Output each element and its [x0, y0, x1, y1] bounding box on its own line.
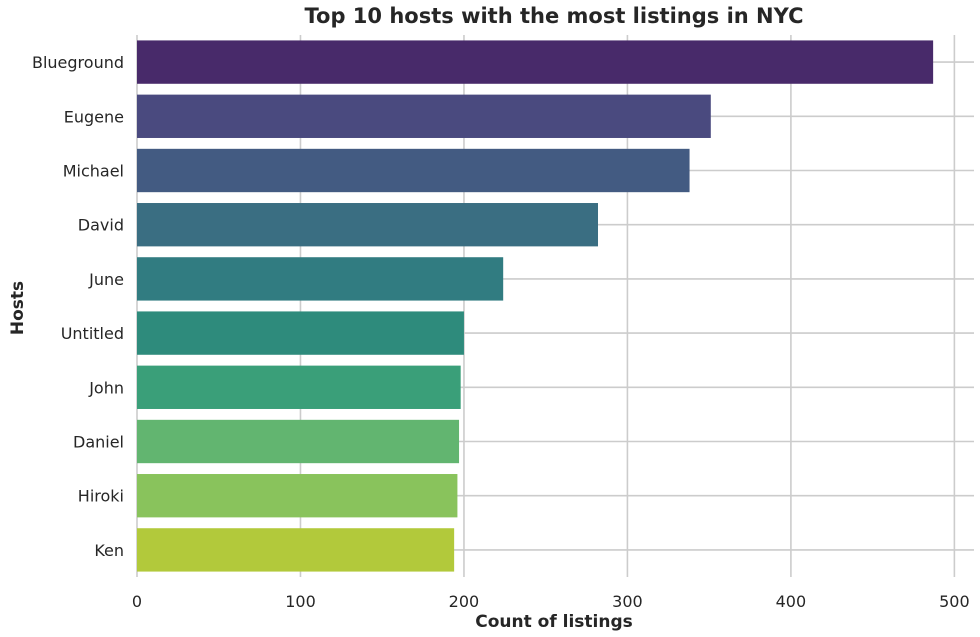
y-tick-label: June [88, 270, 124, 289]
x-tick-label: 100 [285, 592, 316, 611]
x-tick-label: 0 [132, 592, 142, 611]
y-tick-label: Ken [94, 541, 124, 560]
y-tick-label: John [88, 378, 124, 397]
chart-title: Top 10 hosts with the most listings in N… [305, 4, 804, 28]
x-tick-label: 500 [939, 592, 970, 611]
x-axis-label: Count of listings [475, 612, 633, 632]
y-tick-label: Untitled [61, 324, 124, 343]
bar-john [137, 365, 461, 409]
y-tick-label: Daniel [73, 433, 124, 452]
bar-hiroki [137, 474, 458, 518]
y-tick-label: Michael [63, 162, 124, 181]
bar-eugene [137, 94, 711, 138]
bars [137, 40, 934, 572]
bar-ken [137, 528, 455, 572]
y-tick-label: Eugene [64, 107, 124, 126]
x-tick-labels: 0 100 200 300 400 500 [132, 592, 970, 611]
y-tick-label: Blueground [32, 53, 124, 72]
bar-blueground [137, 40, 934, 84]
bar-david [137, 203, 599, 247]
bar-daniel [137, 419, 460, 464]
x-tick-label: 200 [449, 592, 480, 611]
bar-june [137, 257, 504, 301]
x-tick-label: 300 [612, 592, 643, 611]
x-tick-label: 400 [776, 592, 807, 611]
y-axis-label: Hosts [8, 281, 28, 335]
bar-michael [137, 148, 690, 193]
y-tick-label: David [78, 216, 124, 235]
bar-untitled [137, 311, 464, 355]
y-tick-labels: Blueground Eugene Michael David June Untitled… [32, 53, 124, 560]
y-tick-label: Hiroki [78, 487, 124, 506]
